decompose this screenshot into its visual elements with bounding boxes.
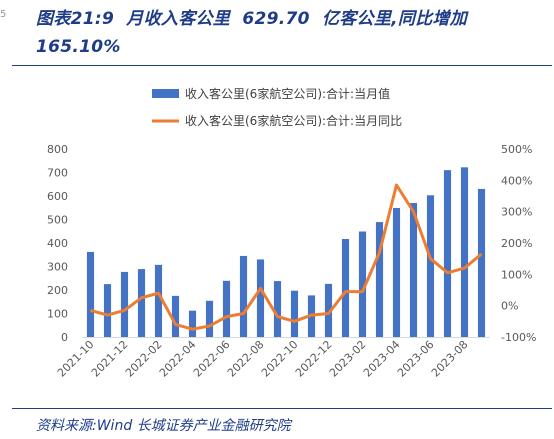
bar-series (86, 167, 486, 338)
bar-2022-01 (137, 269, 146, 337)
left-axis: 0 100 200 300 400 500 600 700 800 (47, 143, 68, 344)
bar-2022-09 (273, 281, 282, 337)
figure-title-line1: 图表21:9 月收入客公里 629.70 亿客公里,同比增加 (36, 9, 468, 29)
x-tick-label: 2021-10 (55, 338, 97, 380)
bar-2023-09 (477, 188, 486, 337)
line-series (90, 183, 483, 331)
bar-2022-03 (171, 295, 180, 338)
bar-2023-05 (409, 203, 418, 337)
figure-title-line2: 165.10% (36, 37, 121, 57)
x-tick-label: 2022-06 (191, 338, 233, 380)
x-tick-label: 2023-02 (327, 338, 369, 380)
left-tick-label: 300 (47, 261, 68, 274)
legend-bar-swatch (152, 89, 179, 98)
left-tick-label: 800 (47, 143, 68, 156)
x-tick-label: 2022-02 (123, 338, 165, 380)
right-tick-label: -100% (501, 331, 536, 344)
bar-2023-07 (443, 170, 452, 337)
bar-2023-02 (358, 231, 367, 337)
x-tick-label: 2022-04 (157, 338, 199, 380)
left-tick-label: 700 (47, 167, 68, 180)
yoy-line (90, 183, 483, 331)
left-tick-label: 200 (47, 284, 68, 297)
legend-bar-label: 收入客公里(6家航空公司):合计:当月值 (185, 86, 390, 101)
combo-chart: 收入客公里(6家航空公司):合计:当月值收入客公里(6家航空公司):合计:当月同… (47, 86, 536, 380)
x-tick-label: 2022-10 (259, 338, 301, 380)
bar-2021-12 (120, 271, 129, 337)
left-tick-label: 100 (47, 308, 68, 321)
bar-2022-02 (154, 264, 163, 337)
x-tick-label: 2021-12 (89, 338, 131, 380)
x-tick-label: 2023-04 (361, 338, 403, 380)
left-tick-label: 400 (47, 237, 68, 250)
x-tick-label: 2023-06 (395, 338, 437, 380)
bar-2022-10 (290, 290, 299, 337)
bar-2021-10 (86, 251, 95, 337)
right-tick-label: 400% (501, 174, 532, 187)
right-tick-label: 300% (501, 206, 532, 219)
left-tick-label: 600 (47, 190, 68, 203)
right-tick-label: 200% (501, 237, 532, 250)
right-tick-label: 0% (501, 300, 518, 313)
bar-2022-06 (222, 280, 231, 337)
bar-2022-07 (239, 255, 248, 337)
left-tick-label: 0 (61, 331, 68, 344)
right-tick-label: 500% (501, 143, 532, 156)
source-note: 资料来源:Wind 长城证券产业金融研究院 (36, 418, 291, 434)
bar-2023-03 (375, 222, 384, 337)
figure-title: 图表21:9 月收入客公里 629.70 亿客公里,同比增加 165.10% (36, 5, 548, 61)
bar-2023-06 (426, 195, 435, 337)
right-tick-label: 100% (501, 268, 532, 281)
left-tick-label: 500 (47, 214, 68, 227)
title-divider (12, 65, 552, 66)
x-axis: 2021-102021-122022-022022-042022-062022-… (55, 337, 490, 380)
page-edge-mark: 5 (0, 9, 7, 20)
x-tick-label: 2022-12 (293, 338, 335, 380)
chart-legend: 收入客公里(6家航空公司):合计:当月值收入客公里(6家航空公司):合计:当月同… (152, 86, 402, 128)
bar-2023-04 (392, 207, 401, 337)
right-axis: -100% 0% 100% 200% 300% 400% 500% (501, 143, 536, 344)
x-tick-label: 2022-08 (225, 338, 267, 380)
x-tick-label: 2023-08 (429, 338, 471, 380)
bar-2022-05 (205, 300, 214, 337)
bar-2021-11 (103, 284, 112, 338)
bar-2022-04 (188, 310, 197, 337)
bar-2022-08 (256, 259, 265, 337)
bar-2023-08 (460, 167, 469, 337)
legend-line-label: 收入客公里(6家航空公司):合计:当月同比 (185, 113, 402, 128)
source-divider (12, 408, 552, 409)
bar-2022-12 (324, 283, 333, 337)
bar-2023-01 (341, 239, 350, 337)
